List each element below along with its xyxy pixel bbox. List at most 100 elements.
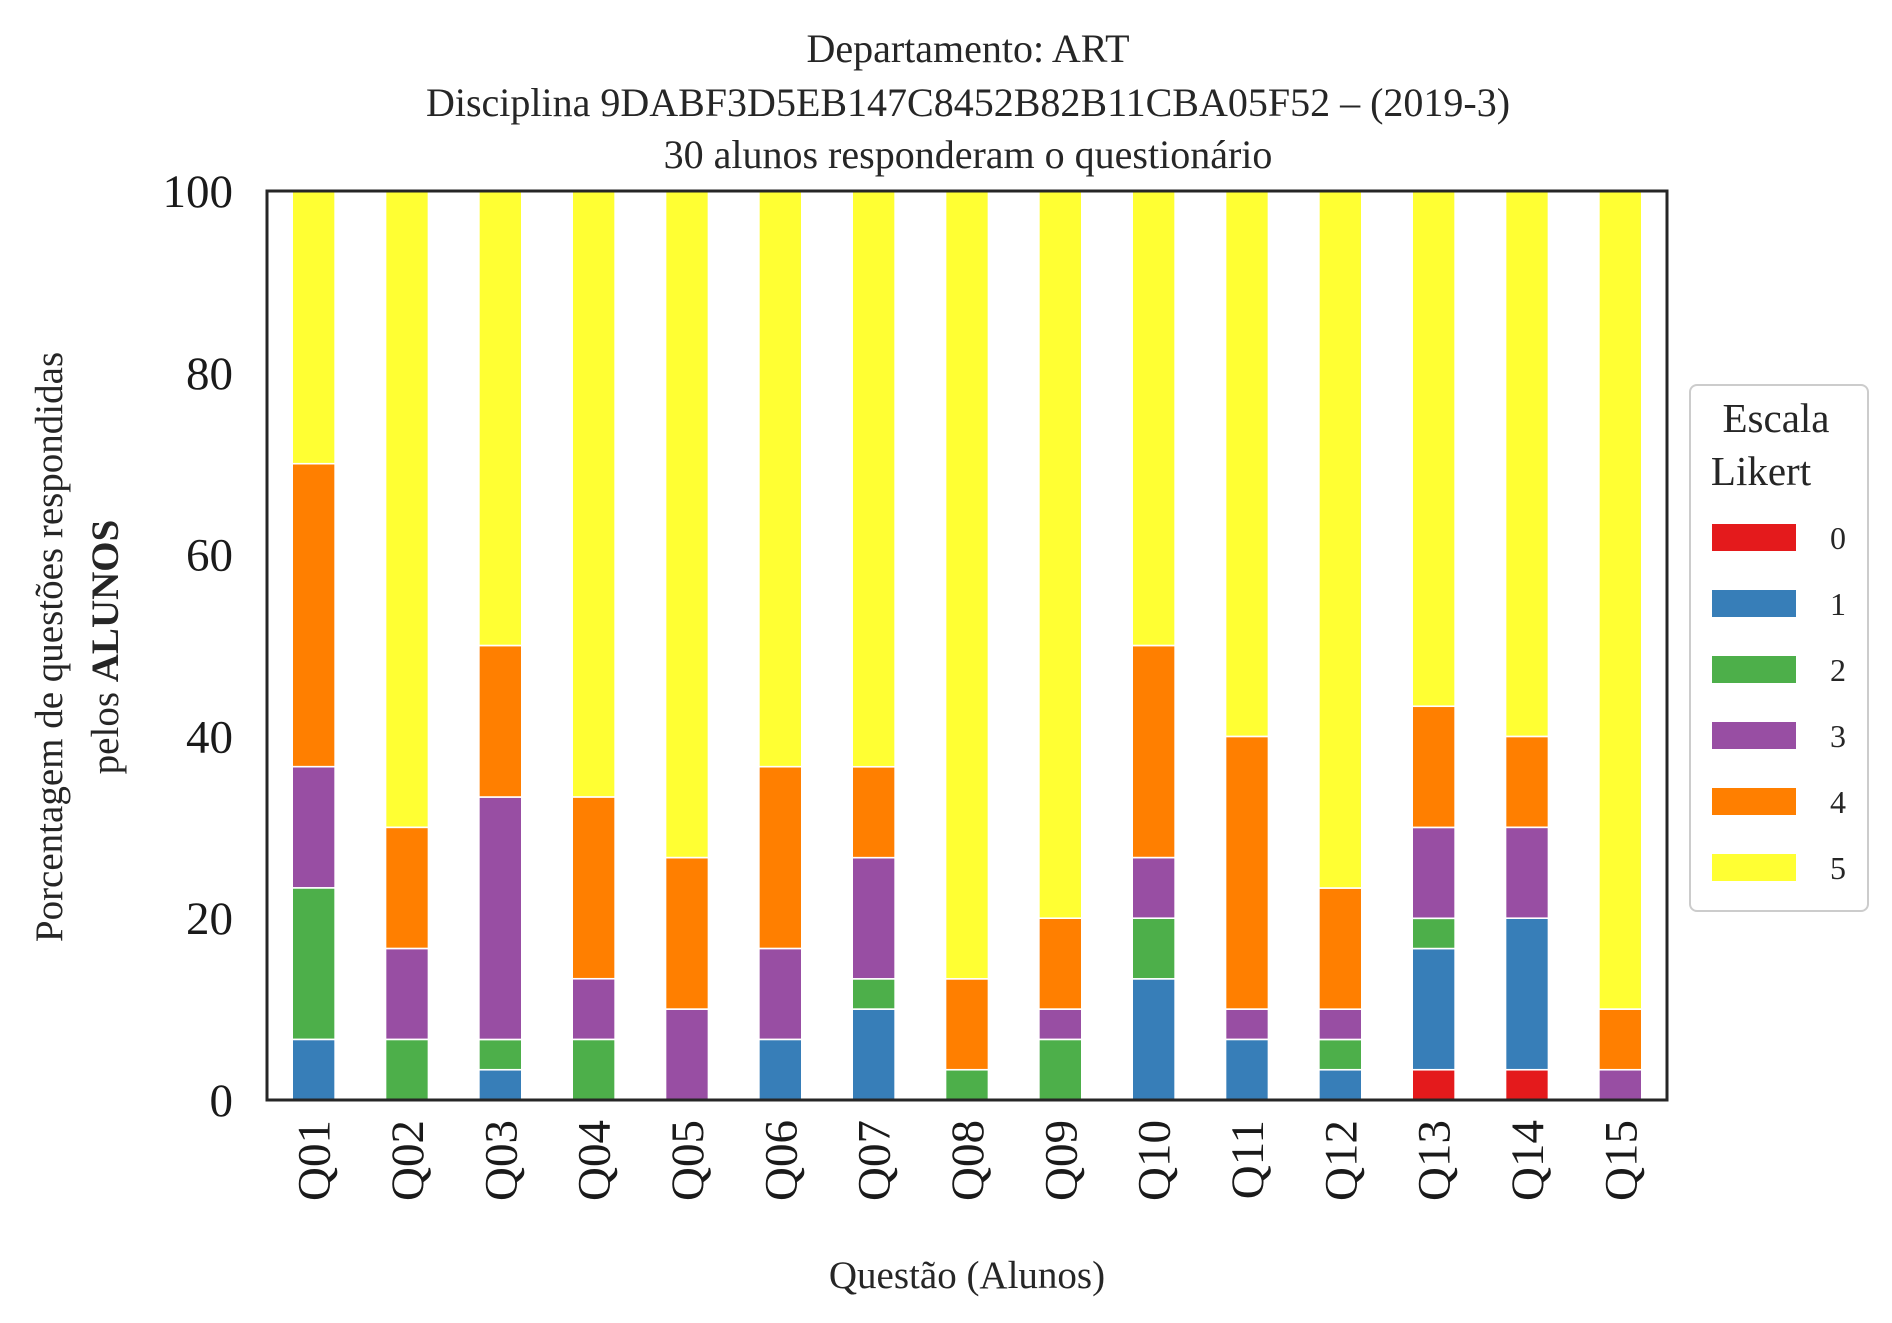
bar-segment-q10-scale-5 xyxy=(1131,190,1176,647)
y-tick-label-60: 60 xyxy=(186,530,233,582)
bar-segment-q04-scale-4 xyxy=(571,796,616,980)
bar-segment-q05-scale-3 xyxy=(664,1008,710,1101)
bar-segment-q07-scale-1 xyxy=(851,1008,896,1101)
bar-segment-q06-scale-5 xyxy=(758,190,803,768)
bar-segment-q13-scale-5 xyxy=(1411,190,1456,708)
title-line-respondents: 30 alunos responderam o questionário xyxy=(664,132,1273,177)
bar-segment-q06-scale-1 xyxy=(758,1038,803,1101)
x-tick-label-q09: Q09 xyxy=(1035,1120,1087,1201)
y-axis-label: Porcentagem de questões respondidas pelo… xyxy=(28,352,127,942)
x-tick-label-q06: Q06 xyxy=(755,1120,807,1201)
bar-segment-q01-scale-2 xyxy=(291,887,336,1041)
bar-segment-q12-scale-1 xyxy=(1318,1068,1363,1101)
legend-swatch-scale-4 xyxy=(1712,788,1796,815)
bar-segment-q14-scale-5 xyxy=(1504,190,1550,738)
bar-segment-q02-scale-5 xyxy=(384,190,430,829)
bar-segment-q10-scale-1 xyxy=(1131,978,1176,1101)
bar-segment-q09-scale-2 xyxy=(1038,1038,1083,1101)
legend-swatch-scale-5 xyxy=(1712,854,1796,881)
bar-segment-q05-scale-4 xyxy=(664,856,710,1010)
y-axis-ticks: 0 20 40 60 80 100 xyxy=(163,166,234,1127)
legend-swatch-scale-2 xyxy=(1712,656,1796,683)
bar-segment-q15-scale-4 xyxy=(1598,1008,1643,1071)
legend-swatch-scale-3 xyxy=(1712,722,1796,749)
x-tick-label-q08: Q08 xyxy=(942,1120,994,1201)
bar-segment-q08-scale-2 xyxy=(944,1068,990,1101)
legend-label-scale-1: 1 xyxy=(1830,586,1846,622)
y-axis-label-line2: pelos ALUNOS xyxy=(84,520,127,775)
x-tick-label-q03: Q03 xyxy=(475,1120,527,1201)
bar-segment-q04-scale-2 xyxy=(571,1038,616,1101)
legend-label-scale-3: 3 xyxy=(1830,718,1846,754)
bar-segment-q01-scale-1 xyxy=(291,1038,336,1101)
bar-segment-q10-scale-2 xyxy=(1131,917,1176,980)
y-tick-label-20: 20 xyxy=(186,893,233,945)
bar-segment-q07-scale-5 xyxy=(851,190,896,768)
legend: Escala Likert 0 1 2 3 4 5 xyxy=(1689,384,1869,912)
bar-segment-q11-scale-1 xyxy=(1224,1038,1270,1101)
x-tick-label-q12: Q12 xyxy=(1315,1120,1367,1201)
title-line-department: Departamento: ART xyxy=(806,26,1129,71)
bar-segment-q12-scale-2 xyxy=(1318,1038,1363,1071)
legend-frame xyxy=(1689,384,1869,912)
bar-segment-q12-scale-3 xyxy=(1318,1008,1363,1041)
bars-layer xyxy=(291,190,1643,1101)
bar-segment-q11-scale-4 xyxy=(1224,735,1270,1010)
x-tick-label-q01: Q01 xyxy=(289,1120,341,1201)
x-tick-label-q10: Q10 xyxy=(1129,1120,1181,1201)
bar-segment-q08-scale-5 xyxy=(944,190,990,980)
bar-segment-q12-scale-5 xyxy=(1318,190,1363,889)
bar-segment-q03-scale-5 xyxy=(478,190,523,647)
bar-segment-q12-scale-4 xyxy=(1318,887,1363,1010)
y-tick-label-80: 80 xyxy=(186,348,233,400)
legend-swatch-scale-0 xyxy=(1712,524,1796,551)
bar-segment-q10-scale-3 xyxy=(1131,856,1176,920)
bar-segment-q14-scale-4 xyxy=(1504,735,1550,829)
chart-title: Departamento: ART Disciplina 9DABF3D5EB1… xyxy=(426,26,1510,177)
x-tick-label-q07: Q07 xyxy=(849,1120,901,1201)
legend-title-line1: Escala xyxy=(1723,395,1830,441)
x-tick-label-q14: Q14 xyxy=(1502,1120,1554,1201)
bar-segment-q01-scale-4 xyxy=(291,462,336,768)
x-tick-label-q15: Q15 xyxy=(1595,1120,1647,1201)
legend-title-line2: Likert xyxy=(1711,448,1812,494)
y-tick-label-100: 100 xyxy=(163,166,234,218)
x-tick-label-q05: Q05 xyxy=(662,1120,714,1201)
legend-label-scale-5: 5 xyxy=(1830,850,1846,886)
bar-segment-q14-scale-1 xyxy=(1504,917,1550,1071)
bar-segment-q03-scale-3 xyxy=(478,796,523,1041)
x-axis-label: Questão (Alunos) xyxy=(829,1254,1105,1297)
legend-label-scale-2: 2 xyxy=(1830,652,1846,688)
bar-segment-q09-scale-4 xyxy=(1038,917,1083,1010)
x-axis-ticks: Q01 Q02 Q03 Q04 Q05 Q06 Q07 Q08 Q09 Q10 Q11 Q12 Q13 Q… xyxy=(289,1120,1648,1201)
bar-segment-q14-scale-0 xyxy=(1504,1068,1550,1101)
bar-segment-q15-scale-5 xyxy=(1598,190,1643,1010)
bar-segment-q07-scale-3 xyxy=(851,856,896,980)
bar-segment-q03-scale-1 xyxy=(478,1068,523,1101)
bar-segment-q13-scale-2 xyxy=(1411,917,1456,950)
title-line-discipline: Disciplina 9DABF3D5EB147C8452B82B11CBA05… xyxy=(426,80,1510,125)
legend-swatch-scale-1 xyxy=(1712,590,1796,617)
bar-segment-q08-scale-4 xyxy=(944,978,990,1071)
bar-segment-q11-scale-5 xyxy=(1224,190,1270,738)
bar-segment-q09-scale-3 xyxy=(1038,1008,1083,1041)
bar-segment-q14-scale-3 xyxy=(1504,826,1550,919)
bar-segment-q02-scale-3 xyxy=(384,947,430,1041)
x-tick-label-q11: Q11 xyxy=(1222,1120,1274,1199)
y-tick-label-0: 0 xyxy=(210,1075,234,1127)
bar-segment-q11-scale-3 xyxy=(1224,1008,1270,1041)
plot-frame xyxy=(265,189,1669,1102)
bar-segment-q06-scale-3 xyxy=(758,947,803,1041)
bar-segment-q04-scale-5 xyxy=(571,190,616,798)
bar-segment-q01-scale-5 xyxy=(291,190,336,465)
y-axis-label-bold: ALUNOS xyxy=(84,520,127,683)
bar-segment-q02-scale-2 xyxy=(384,1038,430,1101)
legend-label-scale-4: 4 xyxy=(1830,784,1846,820)
bar-segment-q13-scale-1 xyxy=(1411,947,1456,1071)
bar-segment-q07-scale-4 xyxy=(851,765,896,859)
bar-segment-q05-scale-5 xyxy=(664,190,710,859)
bar-segment-q04-scale-3 xyxy=(571,977,616,1041)
bar-segment-q06-scale-4 xyxy=(758,765,803,950)
legend-label-scale-0: 0 xyxy=(1830,520,1846,556)
